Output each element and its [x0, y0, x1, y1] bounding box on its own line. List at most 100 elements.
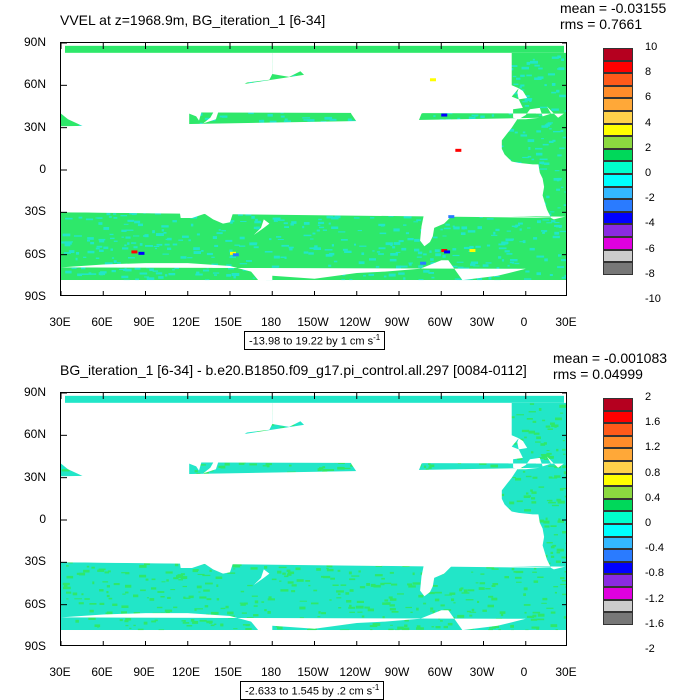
- colorbar-label: -2: [645, 192, 655, 205]
- land-mass: [253, 569, 270, 585]
- colorbar-swatch: [603, 612, 633, 625]
- x-tick-label: 90E: [133, 665, 155, 679]
- panel-bottom: BG_iteration_1 [6-34] - b.e20.B1850.f09_…: [0, 350, 700, 700]
- colorbar-swatch: [603, 237, 633, 250]
- extreme-value-cell: [429, 78, 436, 82]
- map-field: [61, 43, 566, 295]
- x-tick-label: 90W: [384, 665, 410, 679]
- y-tick-label: 60S: [24, 247, 46, 261]
- y-tick-label: 60N: [23, 427, 46, 441]
- x-tick-label: 150E: [213, 315, 243, 329]
- colorbar-swatch: [603, 85, 633, 99]
- colorbar-swatch: [603, 249, 633, 263]
- colorbar-swatch: [603, 435, 633, 449]
- x-tick-label: 180: [260, 315, 282, 329]
- colorbar-swatch: [603, 498, 633, 512]
- land-mass: [491, 76, 506, 80]
- land-mass: [61, 43, 564, 120]
- colorbar-swatch: [603, 174, 633, 187]
- x-tick-label: 120W: [339, 315, 371, 329]
- colorbar-swatch: [603, 98, 633, 111]
- colorbar-swatch: [603, 423, 633, 436]
- colorbar-label: 6: [645, 91, 652, 104]
- x-tick-label: 60E: [91, 315, 113, 329]
- colorbar-swatch: [603, 224, 633, 237]
- colorbar-swatch: [603, 398, 633, 411]
- colorbar-swatch: [603, 111, 633, 124]
- range-unit-exponent: -1: [372, 683, 380, 692]
- extreme-value-cell: [232, 253, 239, 257]
- y-tick-label: 0: [39, 162, 46, 176]
- y-tick-label: 30N: [23, 470, 46, 484]
- land-masks: [61, 393, 566, 645]
- x-tick-label: 150W: [297, 315, 329, 329]
- land-mass: [517, 438, 528, 450]
- land-mass: [517, 88, 528, 100]
- y-tick-label: 30S: [24, 554, 46, 568]
- extreme-value-cell: [469, 249, 476, 253]
- map-field: [61, 393, 566, 645]
- x-tick-label: 90E: [133, 315, 155, 329]
- colorbar-label: -0.8: [645, 567, 664, 580]
- x-tick-label: 0: [520, 665, 528, 679]
- colorbar-swatch: [603, 461, 633, 474]
- axis-ticks: [61, 393, 566, 645]
- x-tick-label: 60E: [91, 665, 113, 679]
- colorbar-label: 10: [645, 41, 658, 53]
- colorbar-swatch: [603, 73, 633, 86]
- contour-range-label: -2.633 to 1.545 by .2 cm s-1: [240, 681, 385, 700]
- y-tick-label: 30N: [23, 120, 46, 134]
- colorbar-label: 8: [645, 66, 652, 79]
- panel-top: VVEL at z=1968.9m, BG_iteration_1 [6-34]…: [23, 0, 667, 350]
- x-tick-label: 90W: [384, 315, 410, 329]
- colorbar-swatch: [603, 161, 633, 174]
- stats: mean = -0.001083 rms = 0.04999: [553, 350, 667, 382]
- y-tick-label: 60N: [23, 77, 46, 91]
- colorbar-label: -2: [645, 643, 655, 655]
- colorbar-label: -1.6: [645, 617, 664, 630]
- colorbar-swatch: [603, 199, 633, 212]
- land-mass: [253, 219, 270, 235]
- colorbar-label: -6: [645, 242, 655, 255]
- colorbar-swatch: [603, 410, 633, 424]
- y-tick-label: 60S: [24, 597, 46, 611]
- extreme-value-cell: [420, 261, 427, 265]
- colorbar-swatch: [603, 524, 633, 537]
- x-tick-label: 150W: [297, 665, 329, 679]
- colorbar-swatch: [603, 136, 633, 149]
- land-mass: [61, 467, 566, 570]
- map-plot: [60, 392, 567, 646]
- colorbar-swatch: [603, 211, 633, 225]
- land-mass: [61, 610, 526, 645]
- x-tick-label: 120W: [339, 665, 371, 679]
- land-mass: [80, 188, 90, 206]
- land-mass: [61, 117, 566, 220]
- y-tick-label: 30S: [24, 204, 46, 218]
- x-tick-label: 30W: [469, 665, 495, 679]
- range-text: -13.98 to 19.22 by 1 cm s: [249, 335, 374, 348]
- range-text: -2.633 to 1.545 by .2 cm s: [245, 685, 373, 698]
- colorbar-swatch: [603, 48, 633, 61]
- colorbar-label: -1.2: [645, 592, 664, 605]
- extreme-value-cell: [444, 250, 451, 254]
- land-mass: [80, 538, 90, 556]
- colorbar-swatch: [603, 536, 633, 550]
- colorbar-swatch: [603, 561, 633, 575]
- land-masks: [61, 43, 566, 295]
- mean-value: mean = -0.03155: [560, 0, 667, 16]
- range-unit-exponent: -1: [373, 333, 381, 342]
- extreme-value-cell: [448, 215, 455, 219]
- colorbar-label: 4: [645, 116, 652, 129]
- extreme-value-cell: [441, 113, 448, 117]
- map-plot: [60, 42, 567, 296]
- x-tick-label: 60W: [427, 315, 453, 329]
- colorbar-swatch: [603, 599, 633, 613]
- colorbar-swatch: [603, 148, 633, 162]
- colorbar-swatch: [603, 574, 633, 587]
- x-tick-label: 30E: [555, 315, 577, 329]
- colorbar-swatch: [603, 123, 633, 137]
- y-tick-label: 90S: [24, 289, 46, 303]
- x-tick-label: 120E: [171, 665, 201, 679]
- y-tick-label: 90S: [24, 639, 46, 653]
- colorbar-label: -8: [645, 267, 655, 280]
